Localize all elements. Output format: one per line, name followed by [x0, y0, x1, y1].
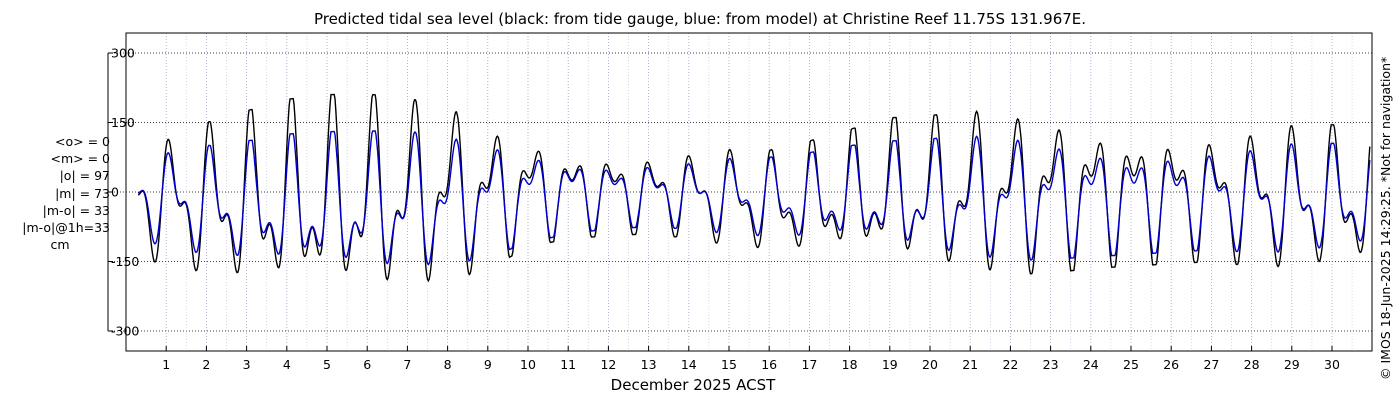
y-tick-label: 150 [111, 115, 135, 130]
stat-mean-observed: <o> = 0 [55, 134, 110, 149]
x-tick-label: 2 [202, 357, 210, 372]
x-tick-label: 17 [801, 357, 817, 372]
x-tick-label: 11 [560, 357, 576, 372]
x-tick-label: 20 [922, 357, 938, 372]
x-tick-label: 24 [1083, 357, 1099, 372]
grid-layer [108, 33, 1372, 351]
stat-abs-observed: |o| = 97 [59, 168, 110, 184]
x-tick-label: 13 [641, 357, 657, 372]
y-tick-label: 300 [111, 46, 135, 61]
x-tick-label: 28 [1244, 357, 1260, 372]
x-tick-label: 6 [363, 357, 371, 372]
plot-frame [125, 32, 1373, 352]
x-tick-label: 16 [761, 357, 777, 372]
x-tick-label: 3 [243, 357, 251, 372]
x-tick-label: 22 [1002, 357, 1018, 372]
x-axis-label: December 2025 ACST [611, 376, 776, 394]
y-tick-label: -300 [111, 324, 139, 339]
x-tick-label: 5 [323, 357, 331, 372]
x-tick-label: 21 [962, 357, 978, 372]
chart-title: Predicted tidal sea level (black: from t… [313, 10, 1087, 28]
x-tick-label: 29 [1284, 357, 1300, 372]
x-tick-label: 14 [681, 357, 697, 372]
series-layer [137, 93, 1371, 283]
series-line-tide-gauge [137, 93, 1371, 283]
x-tick-label: 1 [162, 357, 170, 372]
stat-unit: cm [50, 237, 70, 253]
series-line-model [137, 130, 1371, 266]
x-tick-label: 23 [1043, 357, 1059, 372]
x-tick-label: 27 [1203, 357, 1219, 372]
stat-mean-model: <m> = 0 [50, 151, 111, 167]
x-tick-label: 7 [403, 357, 411, 372]
stat-abs-diff: |m-o| = 33 [42, 202, 110, 218]
x-tick-label: 25 [1123, 357, 1139, 372]
statistics-panel: <o> = 0 <m> = 0 |o| = 97 |m| = 73 |m-o| … [10, 133, 110, 253]
x-tick-label: 4 [283, 357, 291, 372]
stat-abs-diff-1h: |m-o|@1h=33 [22, 220, 110, 236]
x-tick-label: 12 [600, 357, 616, 372]
stat-abs-model: |m| = 73 [55, 185, 110, 201]
x-tick-label: 19 [882, 357, 898, 372]
x-tick-label: 15 [721, 357, 737, 372]
x-tick-label: 26 [1163, 357, 1179, 372]
y-tick-label: 0 [111, 185, 119, 200]
y-tick-label: -150 [111, 254, 139, 269]
x-tick-label: 18 [842, 357, 858, 372]
x-tick-label: 9 [484, 357, 492, 372]
x-tick-label: 30 [1324, 357, 1340, 372]
x-tick-label: 8 [444, 357, 452, 372]
x-tick-label: 10 [520, 357, 536, 372]
